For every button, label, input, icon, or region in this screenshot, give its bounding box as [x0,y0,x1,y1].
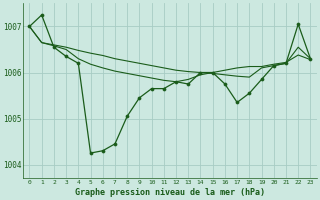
X-axis label: Graphe pression niveau de la mer (hPa): Graphe pression niveau de la mer (hPa) [75,188,265,197]
